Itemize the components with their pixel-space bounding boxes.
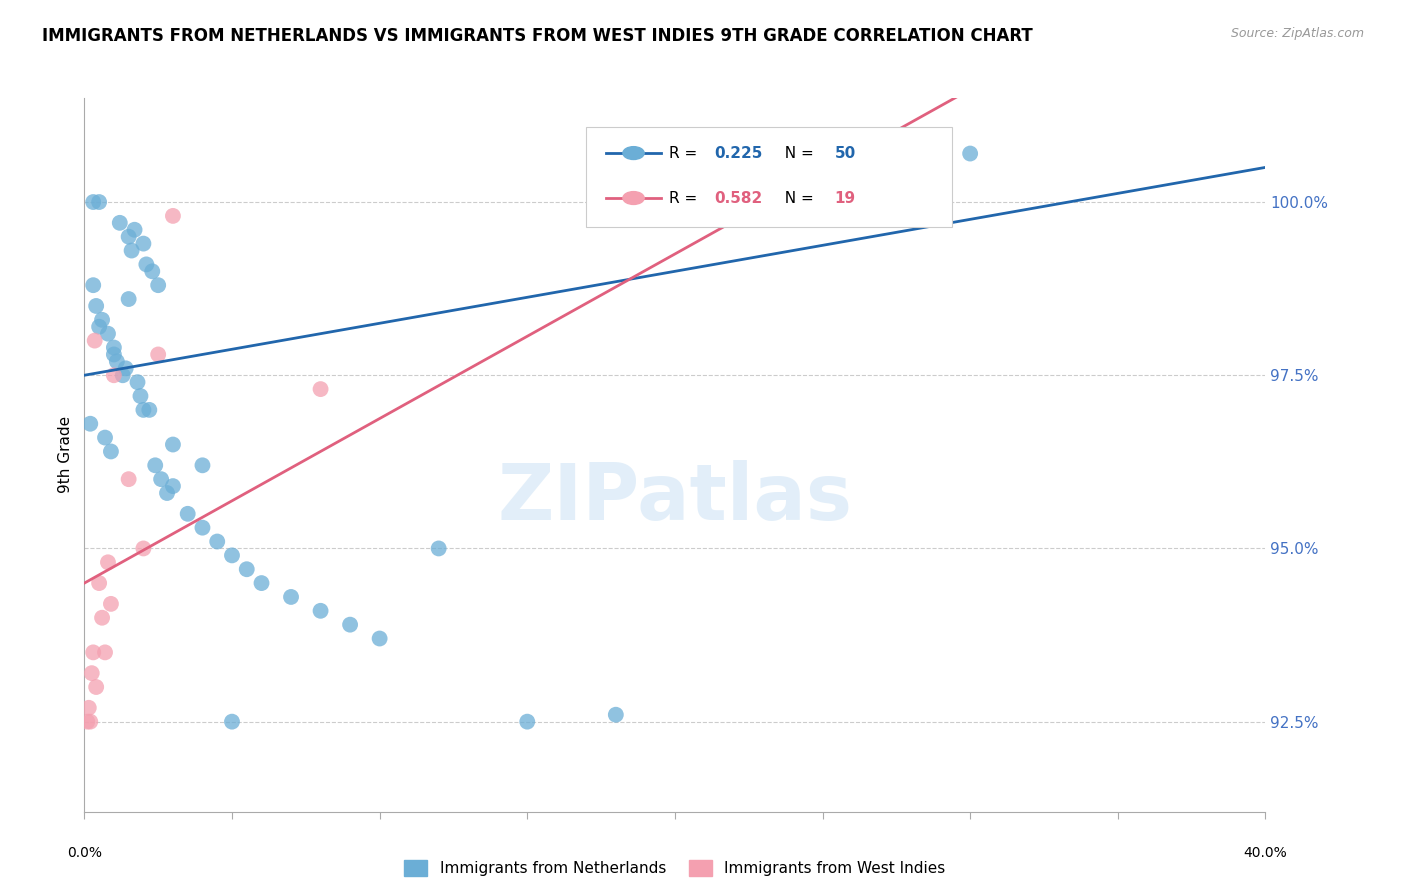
Point: [236, 562, 259, 576]
Text: 0.0%: 0.0%: [67, 847, 101, 861]
Point: [191, 521, 214, 535]
Point: [959, 146, 981, 161]
Text: R =: R =: [669, 191, 702, 205]
Point: [84, 680, 107, 694]
Text: ZIPatlas: ZIPatlas: [498, 459, 852, 536]
Point: [156, 486, 179, 500]
Text: Source: ZipAtlas.com: Source: ZipAtlas.com: [1230, 27, 1364, 40]
Point: [124, 223, 146, 237]
Point: [205, 534, 228, 549]
Point: [103, 347, 125, 361]
Text: 40.0%: 40.0%: [1243, 847, 1288, 861]
Text: 19: 19: [834, 191, 855, 205]
Point: [132, 403, 155, 417]
Point: [132, 236, 155, 251]
Text: N =: N =: [775, 145, 818, 161]
Point: [89, 576, 111, 591]
Point: [150, 472, 173, 486]
Point: [148, 278, 170, 293]
Point: [82, 278, 104, 293]
Point: [91, 313, 114, 327]
Point: [97, 555, 120, 569]
Point: [221, 549, 243, 563]
Circle shape: [623, 192, 644, 204]
Point: [135, 257, 157, 271]
Point: [309, 604, 332, 618]
Point: [127, 375, 149, 389]
Point: [177, 507, 200, 521]
Point: [84, 299, 107, 313]
Point: [280, 590, 302, 604]
Text: IMMIGRANTS FROM NETHERLANDS VS IMMIGRANTS FROM WEST INDIES 9TH GRADE CORRELATION: IMMIGRANTS FROM NETHERLANDS VS IMMIGRANT…: [42, 27, 1033, 45]
Point: [94, 431, 117, 445]
Point: [82, 195, 104, 210]
Point: [121, 244, 143, 258]
Point: [82, 645, 104, 659]
Point: [100, 444, 122, 458]
Point: [250, 576, 273, 591]
Point: [162, 437, 184, 451]
Point: [91, 611, 114, 625]
Text: 0.582: 0.582: [714, 191, 762, 205]
Point: [83, 334, 105, 348]
Point: [191, 458, 214, 473]
FancyBboxPatch shape: [586, 127, 952, 227]
Point: [143, 458, 166, 473]
Point: [309, 382, 332, 396]
Point: [89, 319, 111, 334]
Text: 0.225: 0.225: [714, 145, 762, 161]
Point: [97, 326, 120, 341]
Point: [114, 361, 136, 376]
Circle shape: [623, 146, 644, 160]
Point: [80, 666, 103, 681]
Point: [76, 714, 98, 729]
Point: [138, 403, 160, 417]
Point: [162, 479, 184, 493]
Point: [79, 417, 101, 431]
Text: N =: N =: [775, 191, 818, 205]
Point: [664, 161, 686, 175]
Point: [118, 472, 141, 486]
Point: [811, 161, 834, 175]
Point: [103, 341, 125, 355]
Point: [162, 209, 184, 223]
Point: [118, 292, 141, 306]
Y-axis label: 9th Grade: 9th Grade: [58, 417, 73, 493]
Point: [339, 617, 361, 632]
Point: [105, 354, 128, 368]
Point: [129, 389, 152, 403]
Point: [79, 714, 101, 729]
Point: [100, 597, 122, 611]
Point: [221, 714, 243, 729]
Point: [108, 216, 131, 230]
Point: [368, 632, 391, 646]
Point: [118, 229, 141, 244]
Point: [148, 347, 170, 361]
Point: [427, 541, 450, 556]
Legend: Immigrants from Netherlands, Immigrants from West Indies: Immigrants from Netherlands, Immigrants …: [398, 855, 952, 882]
Point: [103, 368, 125, 383]
Text: 50: 50: [834, 145, 856, 161]
Point: [94, 645, 117, 659]
Point: [141, 264, 163, 278]
Point: [605, 707, 627, 722]
Point: [132, 541, 155, 556]
Point: [111, 368, 134, 383]
Point: [516, 714, 538, 729]
Text: R =: R =: [669, 145, 702, 161]
Point: [77, 700, 100, 714]
Point: [89, 195, 111, 210]
